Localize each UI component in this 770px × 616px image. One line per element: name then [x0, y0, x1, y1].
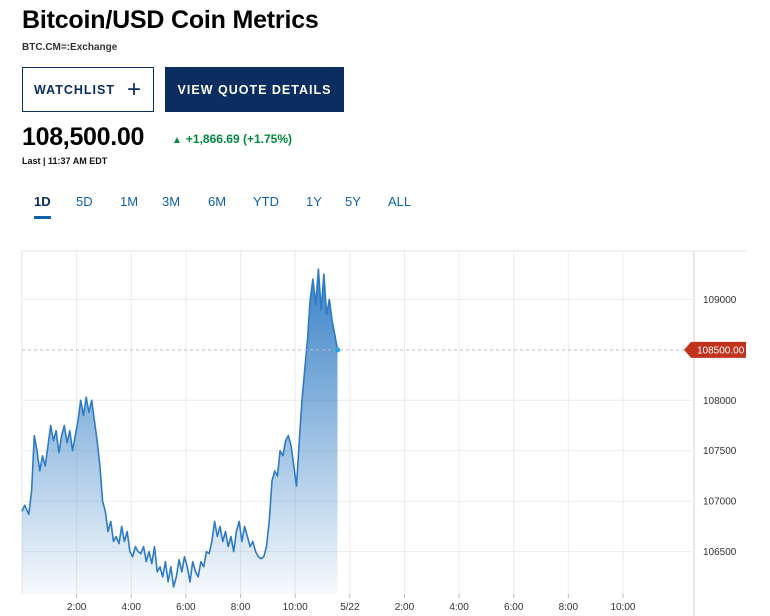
tab-all[interactable]: ALL: [388, 194, 412, 209]
chart-grid: [21, 250, 746, 616]
tab-1y[interactable]: 1Y: [306, 194, 322, 209]
x-tick-label: 2:00: [67, 602, 87, 613]
price-line: [21, 268, 339, 588]
last-point-dot: [334, 347, 341, 353]
x-tick-label: 4:00: [122, 602, 142, 613]
price-area: [22, 269, 338, 594]
x-tick-label: 8:00: [559, 602, 579, 613]
x-tick-label: 6:00: [176, 602, 196, 613]
x-tick-label: 4:00: [449, 602, 469, 613]
watchlist-button-label: WATCHLIST: [34, 82, 115, 97]
tab-6m[interactable]: 6M: [208, 194, 227, 209]
x-tick-label: 5/22: [340, 602, 360, 613]
tab-5d[interactable]: 5D: [76, 194, 93, 209]
x-tick-label: 10:00: [283, 602, 308, 613]
current-price-label: 108500.00: [697, 345, 745, 356]
price-change-value: +1,866.69 (+1.75%): [185, 132, 292, 146]
tab-ytd[interactable]: YTD: [253, 194, 279, 209]
x-tick-label: 8:00: [231, 602, 251, 613]
last-updated: Last | 11:37 AM EDT: [22, 156, 108, 166]
last-price: 108,500.00: [22, 123, 145, 151]
y-axis: 106500 107000 107500 108000 109000: [703, 295, 737, 558]
tab-5y[interactable]: 5Y: [345, 194, 361, 209]
current-price-marker: 108500.00: [22, 341, 746, 358]
x-tick-label: 6:00: [504, 602, 524, 613]
price-area-fill: [22, 269, 338, 594]
plus-icon: +: [126, 75, 142, 103]
y-tick-label: 107500: [703, 446, 737, 457]
current-price-tag: [684, 341, 746, 358]
ticker-symbol: BTC.CM=:Exchange: [22, 42, 118, 53]
tab-3m[interactable]: 3M: [162, 194, 181, 209]
price-series-line: [21, 268, 339, 588]
page-title: Bitcoin/USD Coin Metrics: [22, 6, 319, 34]
tab-1m[interactable]: 1M: [120, 194, 139, 209]
x-tick-label: 10:00: [610, 602, 635, 613]
y-tick-label: 109000: [703, 295, 737, 306]
watchlist-button[interactable]: WATCHLIST +: [22, 67, 154, 112]
y-tick-label: 106500: [703, 547, 737, 558]
price-change: ▲ +1,866.69 (+1.75%): [172, 132, 292, 146]
view-quote-details-button[interactable]: VIEW QUOTE DETAILS: [165, 67, 344, 112]
y-tick-label: 108000: [703, 396, 737, 407]
x-tick-label: 2:00: [395, 602, 415, 613]
tab-1d[interactable]: 1D: [34, 193, 51, 219]
price-chart[interactable]: 108500.00 106500 107000 107500 108000 109000…: [0, 240, 770, 616]
up-arrow-icon: ▲: [172, 135, 182, 146]
y-tick-label: 107000: [703, 497, 737, 508]
x-axis: 2:00 4:00 6:00 8:00 10:00 5/22 2:00 4:00 6:00 8:0…: [67, 594, 636, 613]
